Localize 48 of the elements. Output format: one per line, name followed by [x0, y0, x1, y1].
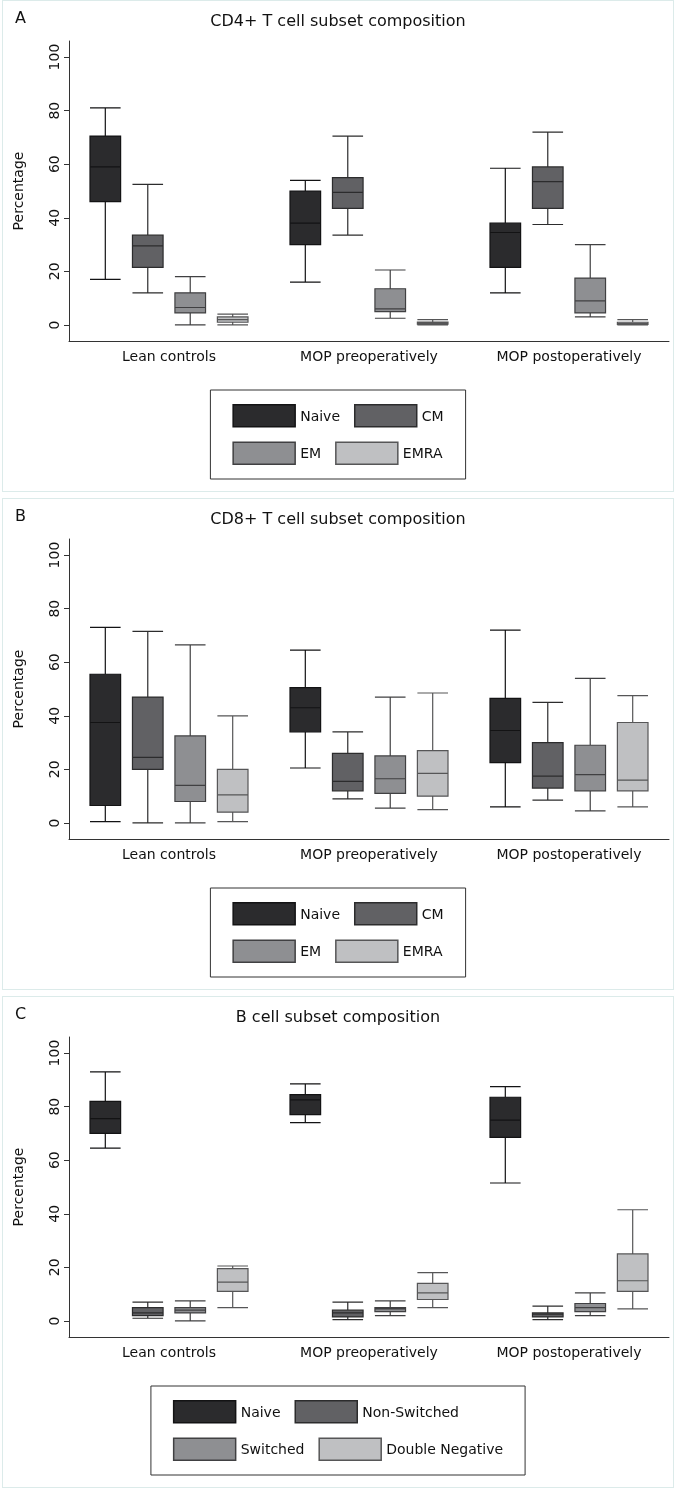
x-tick-label: Lean controls — [122, 1344, 216, 1360]
y-tick-label: 60 — [46, 653, 62, 672]
chart-title: CD8+ T cell subset composition — [210, 508, 466, 528]
legend-label: Naive — [300, 905, 340, 922]
y-tick-label: 80 — [46, 101, 62, 120]
y-tick-label: 60 — [46, 155, 62, 174]
legend-label: EM — [300, 445, 322, 462]
x-tick-label: Lean controls — [122, 348, 216, 364]
legend-label: CM — [421, 407, 444, 424]
text: B — [15, 505, 26, 525]
chart-title: CD4+ T cell subset composition — [210, 10, 466, 30]
y-axis-title: Percentage — [10, 1147, 26, 1227]
legend-label: EMRA — [402, 943, 443, 960]
x-tick-label: MOP preoperatively — [300, 348, 438, 364]
y-tick-label: 100 — [46, 43, 62, 71]
y-tick-label: 20 — [46, 760, 62, 779]
y-tick-label: 0 — [46, 818, 62, 828]
x-tick-label: MOP preoperatively — [300, 1344, 438, 1360]
legend-label: CM — [421, 905, 444, 922]
text: C — [15, 1003, 27, 1023]
legend-label: Naive — [300, 407, 340, 424]
x-tick-label: MOP preoperatively — [300, 846, 438, 862]
x-tick-label: MOP postoperatively — [496, 348, 642, 364]
y-axis-title: Percentage — [10, 649, 26, 729]
y-tick-label: 80 — [46, 1097, 62, 1116]
y-axis-title: Percentage — [10, 151, 26, 231]
legend-label: Naive — [240, 1403, 281, 1420]
legend-label: Non-Switched — [362, 1403, 459, 1420]
text: A — [15, 7, 26, 27]
legend-label: Switched — [240, 1441, 305, 1458]
y-tick-label: 40 — [46, 208, 62, 227]
y-tick-label: 80 — [46, 599, 62, 618]
legend-label: Double Negative — [386, 1441, 504, 1458]
x-tick-label: MOP postoperatively — [496, 846, 642, 862]
chart-title: B cell subset composition — [235, 1006, 441, 1026]
y-tick-label: 100 — [46, 1039, 62, 1067]
y-tick-label: 100 — [46, 541, 62, 569]
legend-label: EM — [300, 943, 322, 960]
x-tick-label: Lean controls — [122, 846, 216, 862]
y-tick-label: 40 — [46, 1204, 62, 1223]
y-tick-label: 60 — [46, 1151, 62, 1170]
y-tick-label: 20 — [46, 1258, 62, 1277]
y-tick-label: 40 — [46, 706, 62, 725]
y-tick-label: 0 — [46, 320, 62, 330]
x-tick-label: MOP postoperatively — [496, 1344, 642, 1360]
y-tick-label: 0 — [46, 1316, 62, 1326]
legend-label: EMRA — [402, 445, 443, 462]
y-tick-label: 20 — [46, 262, 62, 281]
